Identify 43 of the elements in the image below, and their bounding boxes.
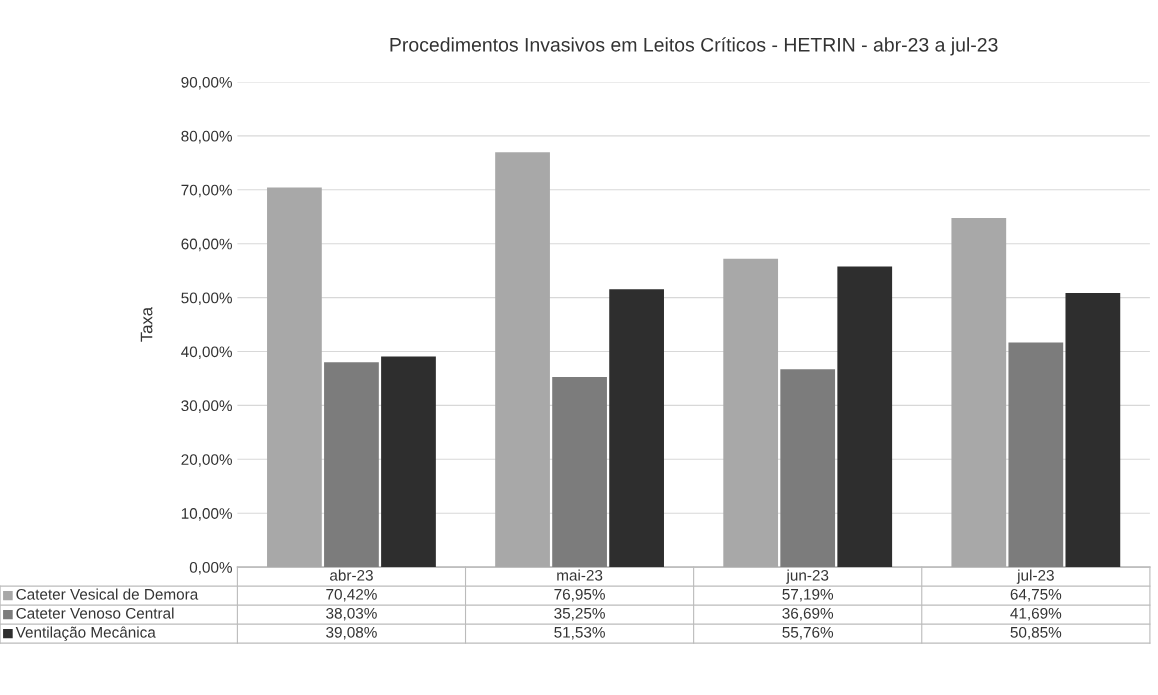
data-label: 36,69% [782, 607, 834, 621]
data-label: 55,76% [782, 626, 834, 640]
y-axis-title: Taxa [140, 306, 153, 342]
bar [837, 266, 893, 568]
x-tick-label: jul-23 [1016, 569, 1054, 584]
bar [951, 218, 1007, 568]
y-tick-label: 50,00% [181, 292, 232, 306]
y-tick-label: 30,00% [181, 400, 232, 413]
data-label: 51,53% [554, 626, 605, 640]
y-tick-label: 80,00% [181, 130, 232, 144]
legend-label: Cateter Vesical de Demora [16, 588, 199, 600]
bar [381, 356, 436, 568]
bar [723, 258, 779, 568]
legend-label: Ventilação Mecânica [15, 626, 156, 641]
y-tick-label: 10,00% [181, 508, 232, 521]
bar [609, 289, 664, 568]
data-label: 50,85% [1010, 626, 1062, 640]
bar [1008, 342, 1064, 568]
data-label: 76,95% [554, 588, 605, 602]
bar [495, 152, 550, 568]
data-label: 41,69% [1010, 607, 1062, 621]
data-label: 39,08% [326, 626, 377, 640]
data-label: 57,19% [782, 588, 834, 602]
data-label: 35,25% [554, 607, 605, 621]
bar [780, 369, 836, 568]
x-tick-label: mai-23 [557, 569, 603, 581]
bar [267, 187, 322, 568]
y-tick-label: 90,00% [181, 76, 232, 90]
y-tick-label: 0,00% [189, 561, 232, 575]
y-tick-label: 40,00% [181, 346, 232, 360]
bar [1065, 293, 1121, 568]
chart-title: Procedimentos Invasivos em Leitos Críticos - HETRIN - abr-23 a jul-23 [390, 37, 998, 56]
x-tick-label: jun-23 [786, 569, 829, 584]
y-tick-label: 70,00% [181, 184, 232, 198]
y-tick-label: 20,00% [181, 454, 232, 467]
bar [324, 362, 379, 568]
x-tick-label: abr-23 [330, 569, 373, 581]
data-label: 38,03% [326, 607, 377, 621]
y-tick-label: 60,00% [181, 238, 232, 252]
legend-label: Cateter Venoso Central [16, 607, 174, 619]
data-label: 64,75% [1010, 588, 1062, 602]
bar [552, 377, 607, 568]
data-label: 70,42% [326, 588, 377, 602]
